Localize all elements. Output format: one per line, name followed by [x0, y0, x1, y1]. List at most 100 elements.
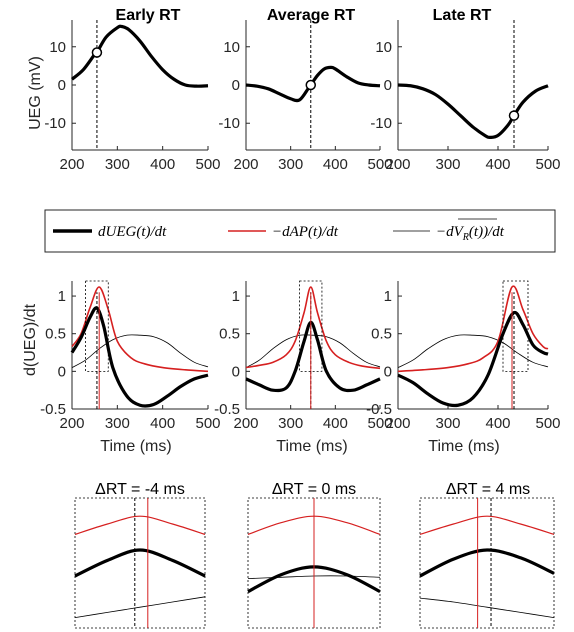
- ueg-derivative-trace: [419, 548, 555, 578]
- top-panel-1-ytick-label: 10: [49, 39, 66, 56]
- vr-trace: [419, 597, 555, 618]
- rt-marker-circle: [91, 47, 103, 58]
- middle-panel-1: 200 300 400 500 -0.5 0 0.5 1: [40, 280, 221, 432]
- middle-panel-3-ytick-label: 0.5: [371, 326, 392, 343]
- top-panel-1-xtick-label: 200: [59, 156, 84, 173]
- middle-panel-1-ytick-label: 0.5: [45, 326, 66, 343]
- legend-sign-vr: −: [436, 224, 446, 240]
- middle-panel-1-ytick-label: 1: [58, 288, 66, 305]
- vr-trace: [397, 334, 549, 368]
- bottom-title-3: ΔRT = 4 ms: [446, 481, 530, 498]
- middle-panel-1-xtick-label: 300: [105, 415, 130, 432]
- legend-label-ueg: dUEG(t)/dt: [98, 224, 167, 240]
- top-panel-2-xtick-label: 200: [233, 156, 258, 173]
- middle-panel-1-xtick-label: 500: [195, 415, 220, 432]
- middle-panel-3: 200 300 400 500 -0.5 0 0.5 1: [366, 280, 561, 432]
- legend-sign-ap: −: [272, 224, 282, 240]
- legend-text-ap: dAP(t)/dt: [282, 224, 339, 240]
- middle-panel-3-ytick-label: 1: [384, 288, 392, 305]
- middle-panel-2: 200 300 400 500-0.500.51: [214, 280, 393, 432]
- ap-trace: [245, 286, 381, 370]
- top-panel-3-ytick-label: 0: [384, 77, 392, 94]
- legend-label-ap: −dAP(t)/dt: [272, 224, 339, 240]
- ap-trace: [74, 515, 206, 535]
- top-title-average: Average RT: [267, 7, 356, 24]
- top-panel-2-xtick-label: 400: [323, 156, 348, 173]
- vr-trace: [245, 334, 381, 368]
- top-panel-1: 200 300 400 500 -10 0 10: [44, 20, 221, 173]
- top-plots: 200 300 400 500 -10 0 10 200 300 400 500 -10 0 10 200 3…: [44, 20, 561, 173]
- zoom-box: [502, 280, 529, 372]
- top-panel-1-xtick-label: 500: [195, 156, 220, 173]
- vr-trace: [74, 596, 206, 618]
- bottom-plots: [74, 497, 555, 629]
- zoom-panel-2: [247, 497, 381, 629]
- zoom-box: [85, 280, 109, 372]
- ueg-derivative-trace: [74, 548, 206, 578]
- top-panel-3-xtick-label: 300: [435, 156, 460, 173]
- middle-panel-3-ytick-label: -0.5: [366, 401, 392, 418]
- ueg-derivative-trace: [70, 306, 209, 408]
- top-ylabel: UEG (mV): [27, 56, 44, 130]
- top-panel-3-xtick-label: 500: [535, 156, 560, 173]
- top-panel-2-ytick-label: 0: [232, 77, 240, 94]
- middle-panel-2-ytick-label: 0.5: [219, 326, 240, 343]
- zoom-panel-1: [74, 497, 206, 629]
- rt-marker-circle: [508, 110, 520, 121]
- top-panel-2-ytick-label: -10: [218, 115, 240, 132]
- legend-var-vr: V: [454, 224, 465, 240]
- top-panel-3-ytick-label: -10: [370, 115, 392, 132]
- ap-trace: [419, 515, 555, 535]
- legend: dUEG(t)/dt −dAP(t)/dt −dVR(t))/dt: [44, 209, 556, 253]
- top-panel-1-ytick-label: -10: [44, 115, 66, 132]
- legend-sub-vr: R: [462, 232, 469, 243]
- legend-label-vr: −dVR(t))/dt: [436, 224, 505, 243]
- ueg-trace: [397, 83, 549, 140]
- top-panel-2-xtick-label: 300: [278, 156, 303, 173]
- ueg-derivative-trace: [397, 310, 549, 408]
- legend-text-vr: d: [446, 224, 454, 240]
- zoom-frame: [74, 497, 206, 629]
- ap-trace: [71, 286, 209, 373]
- top-panel-1-xtick-label: 400: [150, 156, 175, 173]
- bottom-title-1: ΔRT = -4 ms: [95, 481, 185, 498]
- middle-panel-3-xtick-label: 400: [485, 415, 510, 432]
- middle-panel-3-xtick-label: 200: [385, 415, 410, 432]
- middle-panel-1-ytick-label: 0: [58, 363, 66, 380]
- middle-xlabel-3: Time (ms): [428, 438, 499, 455]
- middle-panel-2-xtick-label: 400: [323, 415, 348, 432]
- middle-panel-2-ytick-label: -0.5: [214, 401, 240, 418]
- middle-panel-2-ytick-label: 0: [232, 363, 240, 380]
- top-panel-1-xtick-label: 300: [105, 156, 130, 173]
- ap-trace: [397, 285, 549, 373]
- rt-marker-circle: [305, 79, 317, 91]
- top-panel-2-xtick-label: 500: [367, 156, 392, 173]
- middle-panel-1-ytick-label: -0.5: [40, 401, 66, 418]
- zoom-box: [299, 280, 323, 372]
- middle-panel-3-xtick-label: 500: [535, 415, 560, 432]
- bottom-title-2: ΔRT = 0 ms: [272, 481, 356, 498]
- ueg-derivative-trace: [245, 320, 381, 393]
- top-panel-3-ytick-label: 10: [375, 39, 392, 56]
- top-title-early: Early RT: [116, 7, 181, 24]
- legend-box: [44, 209, 556, 253]
- middle-xlabel-2: Time (ms): [276, 438, 347, 455]
- vr-trace: [71, 334, 209, 368]
- ueg-trace: [245, 65, 381, 103]
- zoom-panel-3: [419, 497, 555, 629]
- top-panel-2: 200 300 400 500 -10 0 10: [218, 20, 393, 173]
- middle-panel-3-ytick-label: 0: [384, 363, 392, 380]
- top-panel-3: 200 300 400 500 -10 0 10: [370, 20, 561, 173]
- top-panel-3-xtick-label: 400: [485, 156, 510, 173]
- middle-panel-3-xtick-label: 300: [435, 415, 460, 432]
- top-panel-1-ytick-label: 0: [58, 77, 66, 94]
- middle-panel-2-xtick-label: 200: [233, 415, 258, 432]
- middle-xlabel-1: Time (ms): [100, 438, 171, 455]
- top-panel-3-xtick-label: 200: [385, 156, 410, 173]
- ueg-trace: [70, 24, 209, 88]
- middle-ylabel: d(UEG)/dt: [22, 303, 39, 376]
- legend-suffix-vr: (t))/dt: [469, 224, 505, 240]
- top-title-late: Late RT: [433, 7, 492, 24]
